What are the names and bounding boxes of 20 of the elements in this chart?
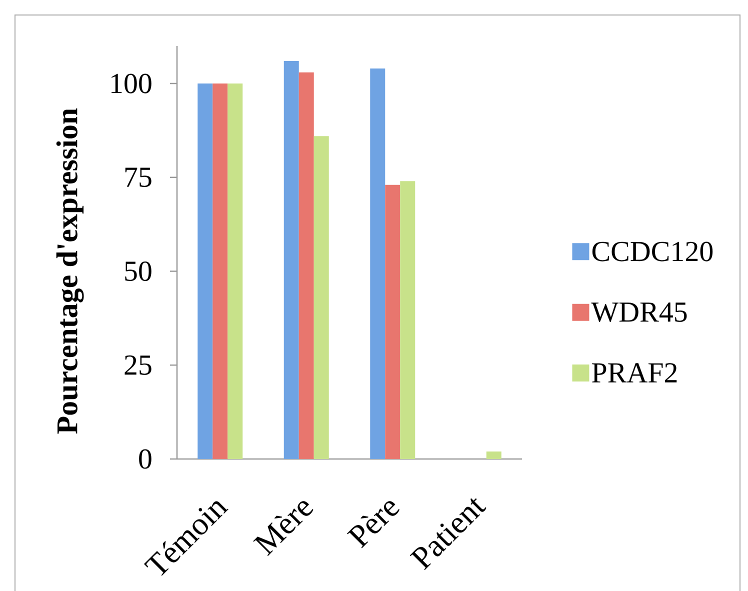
bar	[284, 61, 299, 459]
y-tick-label: 50	[125, 261, 152, 282]
y-tick-label: 25	[124, 355, 152, 375]
y-tick-label: 100	[112, 74, 152, 94]
bar	[228, 84, 243, 459]
x-tick-label: Père	[346, 501, 400, 548]
bar	[298, 72, 314, 459]
bar	[198, 84, 213, 459]
bar	[314, 136, 329, 459]
bar	[212, 84, 228, 459]
bar	[385, 184, 400, 459]
legend-label: WDR45	[591, 302, 687, 322]
y-axis-title: Pourcentage d'expression	[56, 108, 84, 434]
legend-label: PRAF2	[592, 363, 677, 382]
y-tick-label: 0	[139, 449, 152, 469]
legend-label: CCDC120	[592, 242, 713, 262]
y-tick-label: 75	[125, 168, 152, 188]
bar	[486, 451, 502, 459]
bar	[370, 68, 386, 459]
bar	[400, 181, 416, 459]
